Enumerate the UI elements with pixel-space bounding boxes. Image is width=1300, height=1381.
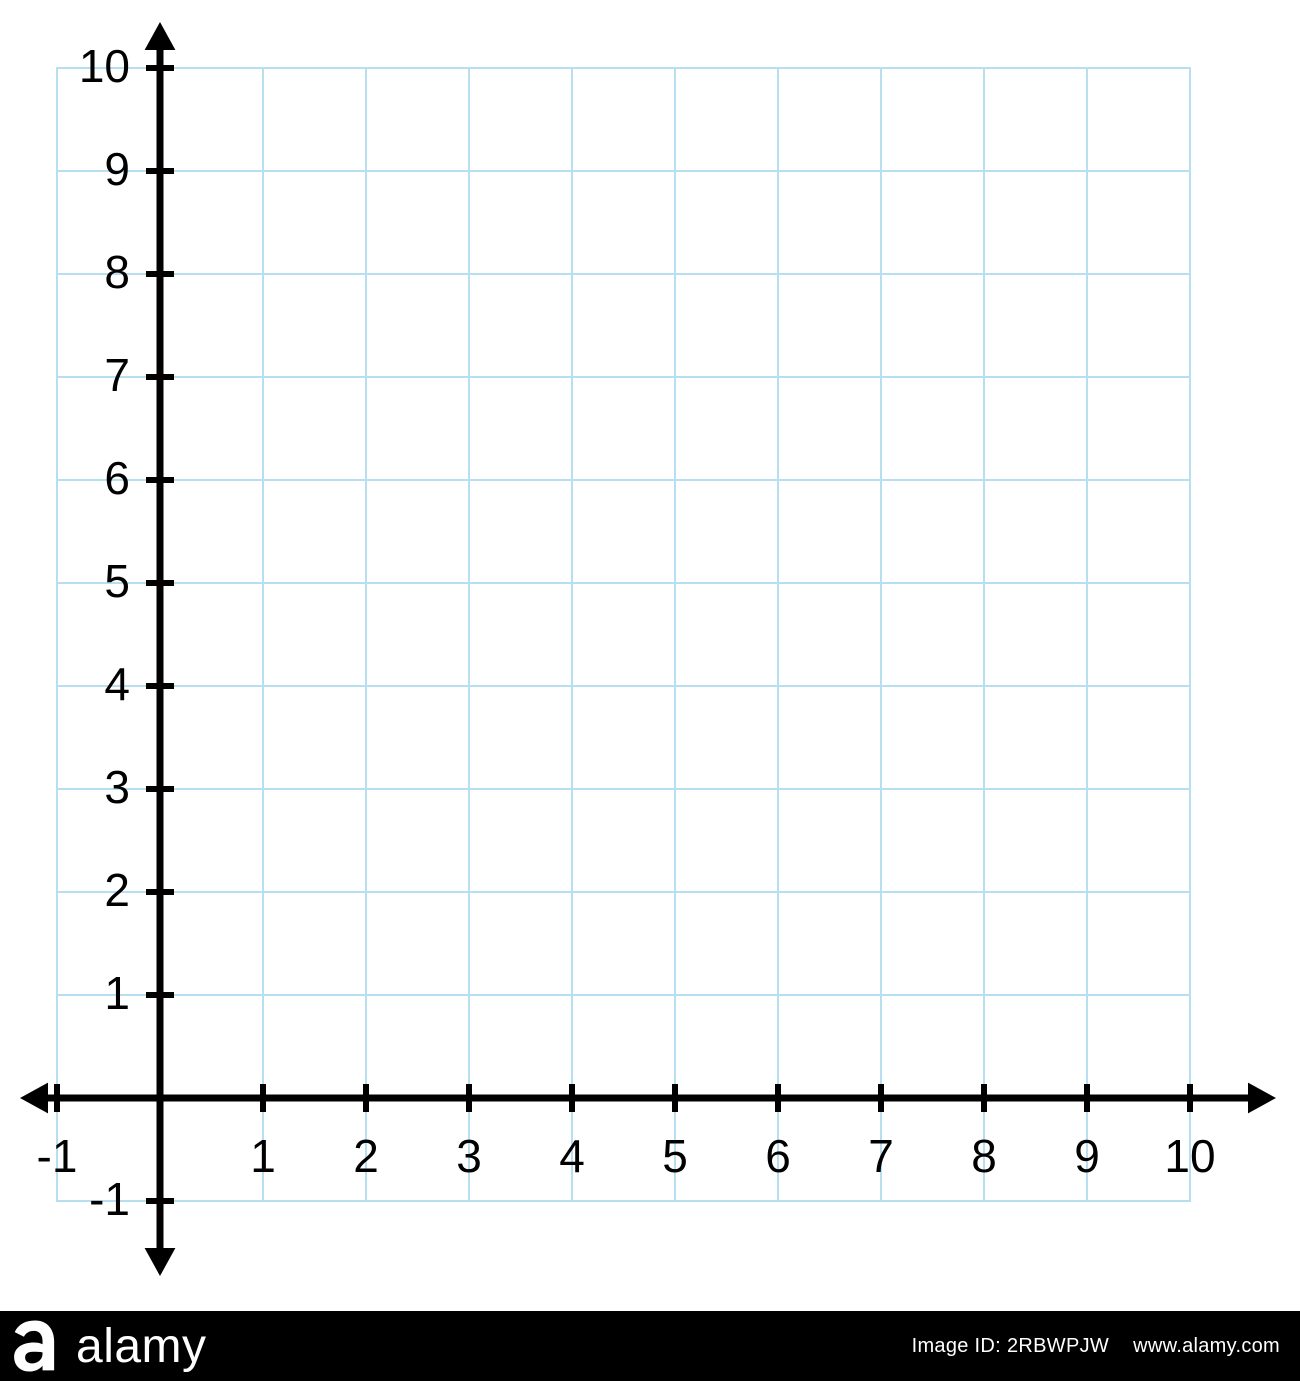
brand-block: alamy <box>0 1311 207 1381</box>
coordinate-plane: -1 1 2 3 4 5 6 7 8 9 10 -1 1 2 3 4 5 6 7 8 9 10 <box>0 0 1300 1311</box>
x-tick-label: 4 <box>559 1130 585 1182</box>
x-tick-label: 5 <box>662 1130 688 1182</box>
y-tick-label: 9 <box>104 143 130 195</box>
x-tick-label: 3 <box>456 1130 482 1182</box>
y-tick-label: 7 <box>104 349 130 401</box>
arrow-up-icon <box>145 22 176 50</box>
arrow-right-icon <box>1248 1083 1276 1114</box>
x-tick-label: 2 <box>353 1130 379 1182</box>
x-tick-label: -1 <box>37 1130 78 1182</box>
brand-word: alamy <box>76 1319 207 1374</box>
stage: -1 1 2 3 4 5 6 7 8 9 10 -1 1 2 3 4 5 6 7 8 9 10 alamy Image I… <box>0 0 1300 1381</box>
x-tick-label: 10 <box>1164 1130 1215 1182</box>
alamy-logo-icon <box>0 1311 70 1381</box>
x-tick-label: 7 <box>868 1130 894 1182</box>
arrow-down-icon <box>145 1248 176 1276</box>
credit-domain: www.alamy.com <box>1133 1335 1280 1358</box>
x-tick-label: 8 <box>971 1130 997 1182</box>
y-tick-label: 2 <box>104 864 130 916</box>
arrow-left-icon <box>20 1083 48 1114</box>
y-tick-label: 10 <box>79 40 130 92</box>
image-id: 2RBWPJW <box>1007 1335 1109 1358</box>
x-tick-label: 1 <box>250 1130 276 1182</box>
image-credit: Image ID: 2RBWPJW www.alamy.com <box>912 1335 1280 1358</box>
y-tick-label: 4 <box>104 658 130 710</box>
credit-prefix: Image ID: <box>912 1335 1001 1358</box>
y-tick-label: -1 <box>89 1173 130 1225</box>
y-tick-label: 6 <box>104 452 130 504</box>
y-tick-label: 3 <box>104 761 130 813</box>
y-tick-label: 5 <box>104 555 130 607</box>
x-tick-label: 6 <box>765 1130 791 1182</box>
x-tick-label: 9 <box>1074 1130 1100 1182</box>
y-tick-label: 1 <box>104 967 130 1019</box>
watermark-footer: alamy Image ID: 2RBWPJW www.alamy.com <box>0 1311 1300 1381</box>
y-tick-label: 8 <box>104 246 130 298</box>
